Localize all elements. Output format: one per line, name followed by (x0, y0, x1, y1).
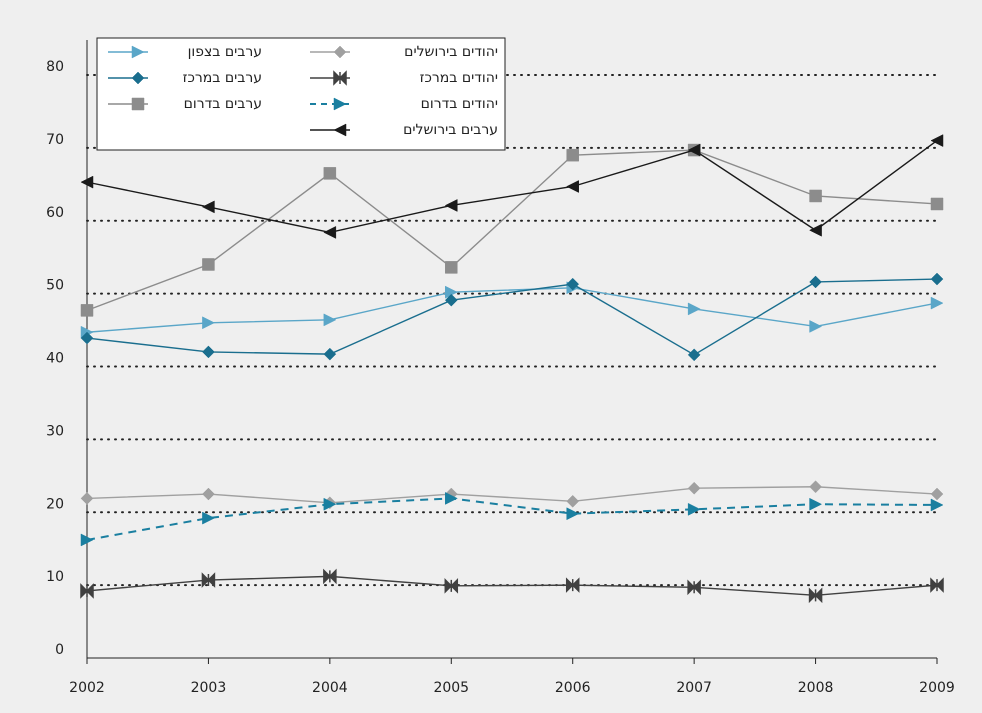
data-point (808, 587, 823, 604)
series-line (86, 575, 938, 597)
data-point (566, 148, 579, 162)
series-line (86, 140, 938, 234)
series-line (86, 287, 938, 333)
data-point (323, 313, 337, 327)
data-point (80, 304, 94, 317)
y-tick-label: 40 (46, 351, 64, 367)
series-line (86, 497, 938, 541)
legend-marker (333, 97, 347, 111)
data-point (323, 347, 337, 361)
data-point (809, 189, 822, 203)
data-point (565, 577, 580, 593)
legend-marker (333, 70, 347, 86)
legend-box (96, 37, 506, 151)
data-point (566, 494, 580, 508)
y-tick-label: 70 (46, 132, 64, 148)
data-point (323, 568, 337, 585)
legend-label: יהודים בדרום (421, 96, 498, 112)
data-point (687, 481, 701, 495)
x-tick-label: 2005 (433, 680, 469, 696)
x-tick-label: 2006 (555, 680, 591, 696)
data-point (323, 226, 337, 239)
data-point (930, 498, 944, 512)
data-point (202, 316, 215, 330)
data-point (566, 507, 580, 521)
y-tick-label: 30 (46, 423, 64, 439)
data-point (930, 487, 944, 501)
x-tick-label: 2009 (919, 680, 955, 696)
data-point (809, 223, 822, 237)
data-point (930, 577, 944, 593)
data-point (202, 258, 215, 271)
data-point (809, 275, 822, 289)
y-tick-label: 60 (46, 205, 64, 221)
data-point (201, 200, 215, 214)
data-point (323, 497, 337, 511)
legend-marker (333, 123, 347, 137)
x-tick-label: 2002 (69, 680, 105, 696)
data-point (80, 331, 94, 345)
x-tick-label: 2007 (676, 680, 712, 696)
data-point (809, 497, 823, 511)
data-point (445, 261, 458, 274)
data-point (80, 492, 94, 505)
x-tick-label: 2008 (798, 680, 834, 696)
legend-label: ערבים במרכז (183, 70, 262, 86)
y-tick-label: 80 (46, 59, 64, 75)
data-point (202, 345, 215, 359)
data-point (444, 578, 459, 594)
x-tick-label: 2004 (312, 680, 348, 696)
y-tick-label: 0 (55, 642, 64, 658)
data-point (201, 572, 216, 588)
x-tick-label: 2003 (191, 680, 227, 696)
data-point (930, 197, 944, 211)
data-point (323, 167, 337, 180)
data-point (687, 502, 701, 516)
data-point (809, 320, 823, 333)
y-tick-label: 20 (46, 496, 64, 512)
legend-label: ערבים בירושלים (403, 122, 498, 138)
data-point (445, 491, 458, 505)
data-point (687, 348, 701, 362)
legend-marker (131, 97, 145, 111)
data-point (202, 487, 215, 501)
legend-label: ערבים בדרום (184, 96, 262, 112)
y-tick-label: 50 (46, 278, 64, 294)
legend-label: יהודים בירושלים (404, 44, 498, 60)
data-point (809, 480, 822, 494)
legend-label: יהודים במרכז (420, 70, 498, 86)
data-point (687, 143, 701, 157)
data-point (444, 199, 458, 212)
data-point (202, 511, 215, 525)
legend-label: ערבים בצפון (188, 44, 262, 60)
data-point (566, 277, 580, 291)
data-point (80, 583, 94, 599)
data-point (566, 180, 579, 193)
data-point (80, 175, 94, 189)
data-point (687, 302, 701, 316)
data-point (687, 579, 701, 596)
legend-marker (333, 45, 347, 59)
series-line (86, 149, 938, 312)
legend-marker (131, 45, 145, 59)
data-point (930, 134, 944, 147)
legend-marker (131, 71, 145, 85)
series-line (86, 278, 938, 356)
data-point (80, 533, 94, 547)
y-tick-label: 10 (46, 569, 64, 585)
data-point (930, 296, 944, 310)
series-line (86, 486, 938, 504)
data-point (930, 272, 944, 286)
data-point (444, 293, 458, 307)
